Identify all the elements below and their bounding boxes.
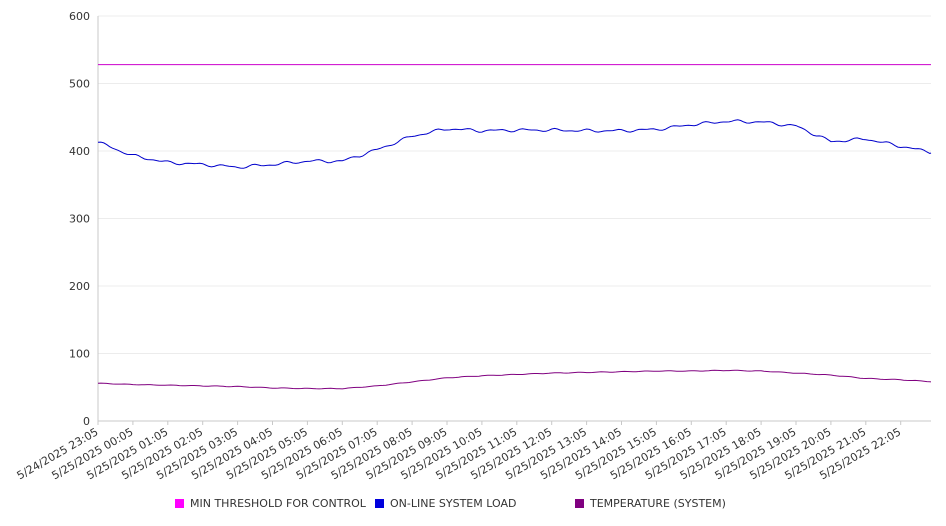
legend-swatch-temperature	[575, 499, 584, 508]
legend-swatch-threshold	[175, 499, 184, 508]
legend-item-temperature[interactable]: TEMPERATURE (SYSTEM)	[575, 497, 726, 510]
y-tick-label: 300	[69, 213, 90, 226]
legend-swatch-system-load	[375, 499, 384, 508]
legend-item-system-load[interactable]: ON-LINE SYSTEM LOAD	[375, 497, 516, 510]
y-tick-label: 500	[69, 78, 90, 91]
axes	[97, 16, 931, 422]
y-tick-label: 0	[83, 415, 90, 428]
series-lines	[97, 64, 932, 390]
y-tick-label: 200	[69, 280, 90, 293]
legend: MIN THRESHOLD FOR CONTROL ON-LINE SYSTEM…	[0, 497, 946, 515]
legend-label-system-load: ON-LINE SYSTEM LOAD	[390, 497, 517, 510]
y-tick-label: 100	[69, 348, 90, 361]
y-axis-ticks: 0 100 200 300 400 500 600	[69, 10, 90, 428]
gridlines	[98, 15, 931, 354]
y-tick-label: 600	[69, 10, 90, 23]
legend-label-threshold: MIN THRESHOLD FOR CONTROL	[190, 497, 366, 510]
legend-item-threshold[interactable]: MIN THRESHOLD FOR CONTROL	[175, 497, 366, 510]
series-line-3	[97, 369, 932, 390]
x-axis-ticks: 5/24/2025 23:055/25/2025 00:055/25/2025 …	[15, 421, 903, 482]
series-line-2	[97, 119, 932, 169]
y-tick-label: 400	[69, 145, 90, 158]
legend-label-temperature: TEMPERATURE (SYSTEM)	[590, 497, 726, 510]
